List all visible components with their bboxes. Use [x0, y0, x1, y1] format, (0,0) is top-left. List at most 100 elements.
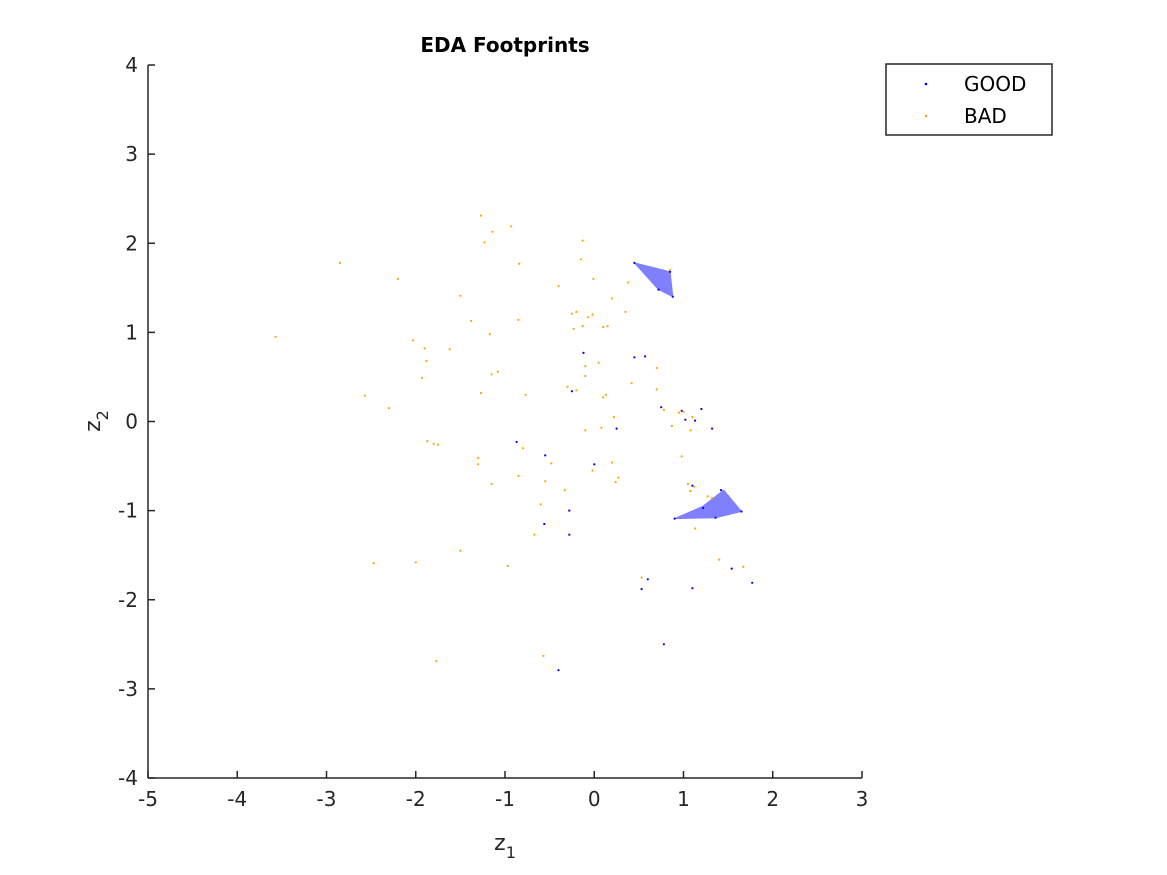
data-point-bad	[490, 373, 493, 376]
footprint-polygon	[674, 489, 743, 520]
data-point-bad	[604, 393, 608, 396]
x-axis-label-base: z	[494, 831, 506, 856]
data-point-bad	[363, 394, 366, 397]
data-point-bad	[742, 565, 745, 568]
data-point-bad	[611, 461, 614, 464]
data-point-bad	[539, 503, 542, 506]
data-point-bad	[670, 424, 674, 428]
y-tick-label: 2	[125, 231, 138, 255]
data-point-bad	[655, 388, 658, 391]
data-point-bad	[432, 442, 435, 445]
data-point-good	[633, 261, 636, 264]
data-point-bad	[510, 225, 513, 228]
data-point-bad	[372, 562, 375, 565]
data-point-good	[593, 463, 596, 466]
data-point-good	[662, 643, 666, 646]
y-tick-label: 1	[125, 320, 138, 344]
x-tick-label: -1	[495, 787, 515, 811]
data-point-good	[671, 295, 674, 298]
data-point-bad	[682, 410, 685, 413]
data-point-good	[730, 567, 733, 570]
data-point-good	[700, 407, 703, 411]
data-point-bad	[477, 456, 480, 460]
data-point-good	[515, 440, 518, 444]
data-point-bad	[517, 318, 520, 321]
data-point-bad	[412, 339, 415, 342]
data-point-bad	[581, 239, 584, 242]
x-ticks: -5 -4 -3 -2 -1 0 1 2 3	[138, 771, 868, 811]
data-point-bad	[423, 347, 426, 350]
data-point-good	[646, 578, 649, 581]
data-point-bad	[572, 327, 575, 330]
data-point-bad	[669, 268, 672, 272]
data-point-good	[711, 427, 714, 430]
data-point-bad	[586, 316, 590, 319]
data-point-bad	[689, 489, 692, 493]
data-point-good	[714, 516, 717, 519]
data-point-bad	[518, 262, 521, 265]
data-point-bad	[575, 310, 578, 313]
y-axis-label-sub: 2	[93, 410, 112, 420]
data-point-good	[640, 588, 643, 591]
data-point-bad	[425, 359, 428, 362]
data-point-bad	[544, 480, 547, 483]
data-point-bad	[563, 489, 566, 492]
data-point-bad	[584, 429, 587, 432]
data-point-good	[702, 506, 705, 510]
data-point-bad	[612, 415, 616, 419]
data-point-bad	[606, 325, 609, 328]
points-layer	[274, 214, 754, 672]
data-point-good	[544, 454, 547, 457]
x-tick-label: -5	[138, 787, 158, 811]
data-point-bad	[435, 660, 438, 663]
legend-bad-label: BAD	[964, 104, 1007, 128]
data-point-bad	[600, 426, 603, 429]
data-point-bad	[624, 310, 627, 313]
footprint-layer	[632, 262, 743, 520]
data-point-bad	[470, 319, 473, 322]
data-point-bad	[566, 385, 569, 388]
data-point-bad	[694, 527, 697, 530]
data-point-bad	[477, 463, 480, 466]
x-axis-label: z1	[494, 831, 516, 862]
data-point-bad	[396, 277, 399, 280]
data-point-bad	[591, 313, 594, 316]
data-point-bad	[517, 474, 520, 477]
data-point-bad	[490, 482, 493, 485]
data-point-good	[684, 418, 687, 421]
data-point-bad	[414, 561, 417, 564]
y-tick-label: -1	[118, 499, 138, 523]
data-point-bad	[627, 281, 630, 284]
data-point-bad	[550, 462, 553, 465]
y-axis-label: z2	[81, 410, 112, 432]
data-point-good	[691, 484, 694, 487]
y-tick-label: -4	[118, 766, 138, 790]
y-tick-label: 0	[125, 410, 138, 434]
y-tick-label: -2	[118, 588, 138, 612]
x-tick-label: 2	[766, 787, 779, 811]
data-point-bad	[602, 396, 605, 399]
x-tick-label: -3	[317, 787, 337, 811]
legend: GOOD BAD	[885, 63, 1053, 136]
data-point-good	[694, 419, 697, 422]
data-point-bad	[557, 284, 560, 288]
data-point-bad	[680, 455, 683, 458]
data-point-bad	[689, 429, 692, 432]
data-point-bad	[706, 495, 709, 498]
data-point-bad	[488, 333, 491, 336]
chart-title: EDA Footprints	[420, 33, 589, 57]
data-point-good	[669, 270, 672, 273]
data-point-bad	[617, 476, 620, 479]
data-point-bad	[597, 361, 600, 364]
data-point-bad	[611, 297, 614, 300]
data-point-bad	[496, 370, 499, 373]
data-point-bad	[521, 447, 525, 450]
data-point-bad	[479, 391, 482, 395]
data-point-bad	[581, 325, 584, 328]
data-point-bad	[426, 440, 429, 443]
y-ticks: -4 -3 -2 -1 0 1 2 3 4	[118, 53, 155, 790]
data-point-bad	[459, 294, 462, 297]
data-point-good	[657, 288, 660, 291]
data-point-bad	[584, 365, 587, 368]
